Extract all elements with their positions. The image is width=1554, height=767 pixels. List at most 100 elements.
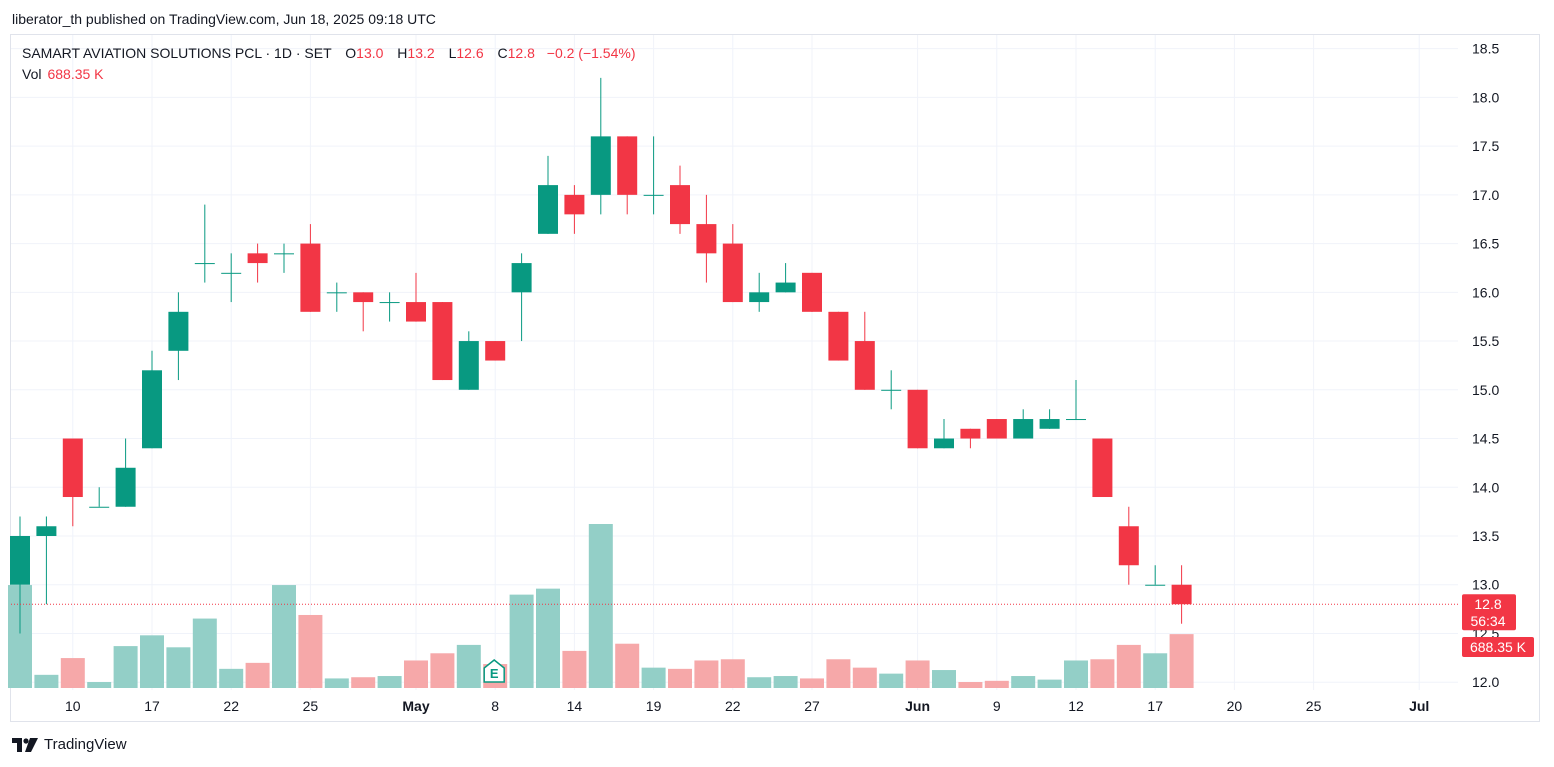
- candle-body: [326, 292, 347, 294]
- y-tick-label: 18.0: [1472, 89, 1499, 105]
- x-tick-label: 9: [993, 698, 1001, 714]
- x-tick-label: 14: [567, 698, 583, 714]
- last-price-tag-value: 12.8: [1474, 596, 1501, 612]
- volume-bar: [430, 653, 455, 688]
- low-label: L: [448, 45, 457, 61]
- candle-body: [432, 302, 453, 381]
- volume-bar: [879, 673, 904, 688]
- x-tick-label: May: [402, 698, 429, 714]
- candle-body: [89, 506, 110, 508]
- volume-bar: [932, 670, 956, 688]
- candle-body: [854, 341, 875, 390]
- chart-frame[interactable]: [10, 34, 1540, 722]
- candle-body: [274, 253, 294, 255]
- tradingview-brand-text: TradingView: [44, 736, 127, 753]
- volume-bar: [588, 524, 613, 688]
- candle-body: [406, 302, 426, 322]
- close-label: C: [497, 45, 508, 61]
- candle-body: [62, 438, 83, 498]
- y-tick-label: 14.0: [1472, 479, 1499, 495]
- x-tick-label: 22: [725, 698, 741, 714]
- y-tick-label: 12.0: [1472, 674, 1499, 690]
- volume-bar: [219, 668, 244, 688]
- volume-bar: [852, 667, 877, 688]
- volume-bar: [1011, 676, 1036, 688]
- x-tick-label: 25: [303, 698, 319, 714]
- y-tick-label: 15.5: [1472, 333, 1499, 349]
- volume-legend: Vol 688.35 K: [22, 66, 104, 82]
- volume-bar: [60, 658, 85, 688]
- candle-body: [643, 194, 664, 196]
- candle-body: [1092, 438, 1113, 498]
- volume-bar: [668, 668, 692, 688]
- volume-bar: [509, 594, 534, 688]
- volume-bar: [272, 585, 296, 688]
- y-tick-label: 17.5: [1472, 138, 1499, 154]
- volume-bar: [166, 647, 191, 688]
- candle-body: [749, 292, 770, 303]
- x-tick-label: 20: [1227, 698, 1243, 714]
- bar-countdown: 56:34: [1470, 613, 1505, 629]
- y-tick-label: 16.0: [1472, 284, 1499, 300]
- candle-body: [1066, 419, 1086, 421]
- volume-bar: [1116, 644, 1141, 688]
- x-tick-label: 17: [144, 698, 160, 714]
- close-value: 12.8: [507, 45, 535, 61]
- volume-bar: [192, 618, 217, 688]
- tradingview-logo[interactable]: TradingView: [12, 736, 127, 753]
- volume-label: Vol: [22, 66, 42, 82]
- candle-body: [722, 243, 743, 303]
- candle-body: [511, 263, 532, 293]
- volume-bar: [958, 682, 983, 688]
- open-value: 13.0: [356, 45, 384, 61]
- candle-body: [828, 311, 849, 361]
- candle-body: [300, 243, 321, 312]
- volume-bar: [615, 643, 640, 688]
- volume-bar: [536, 588, 560, 688]
- y-tick-label: 13.5: [1472, 528, 1499, 544]
- x-tick-label: Jul: [1409, 698, 1429, 714]
- volume-bar: [984, 680, 1009, 688]
- volume-bar: [1169, 634, 1194, 688]
- change-value: −0.2 (−1.54%): [546, 45, 636, 61]
- candle-body: [907, 389, 928, 449]
- candle-body: [247, 253, 268, 264]
- earnings-marker-letter: E: [490, 666, 499, 681]
- y-tick-label: 15.0: [1472, 382, 1499, 398]
- candle-body: [458, 341, 479, 390]
- volume-bar: [324, 678, 349, 688]
- x-tick-label: 19: [646, 698, 662, 714]
- x-tick-label: 25: [1306, 698, 1322, 714]
- x-tick-label: 22: [223, 698, 239, 714]
- symbol-title: SAMART AVIATION SOLUTIONS PCL · 1D · SET: [22, 45, 332, 61]
- candle-body: [538, 185, 558, 234]
- volume-bar: [34, 674, 59, 688]
- candle-body: [1118, 526, 1139, 566]
- x-tick-label: 12: [1068, 698, 1084, 714]
- high-value: 13.2: [407, 45, 435, 61]
- x-tick-label: 27: [804, 698, 820, 714]
- volume-bar: [1090, 659, 1115, 688]
- last-price-tag: [1462, 594, 1516, 631]
- volume-bar: [1064, 660, 1088, 688]
- volume-bar: [694, 660, 719, 688]
- earnings-marker[interactable]: [483, 659, 505, 683]
- candle-body: [881, 389, 902, 391]
- volume-bar: [905, 660, 930, 688]
- high-label: H: [397, 45, 408, 61]
- candle-body: [1171, 584, 1192, 605]
- volume-bar: [641, 667, 666, 688]
- volume-bar: [800, 678, 824, 688]
- volume-bar: [298, 614, 323, 688]
- open-label: O: [345, 45, 357, 61]
- candle-body: [986, 419, 1007, 439]
- y-tick-label: 16.5: [1472, 236, 1499, 252]
- candle-body: [1039, 419, 1060, 429]
- candle-body: [379, 302, 400, 304]
- candle-body: [10, 535, 30, 585]
- y-tick-label: 18.5: [1472, 41, 1499, 57]
- volume-bar: [826, 659, 851, 688]
- volume-bar: [377, 676, 402, 688]
- x-tick-label: 8: [491, 698, 499, 714]
